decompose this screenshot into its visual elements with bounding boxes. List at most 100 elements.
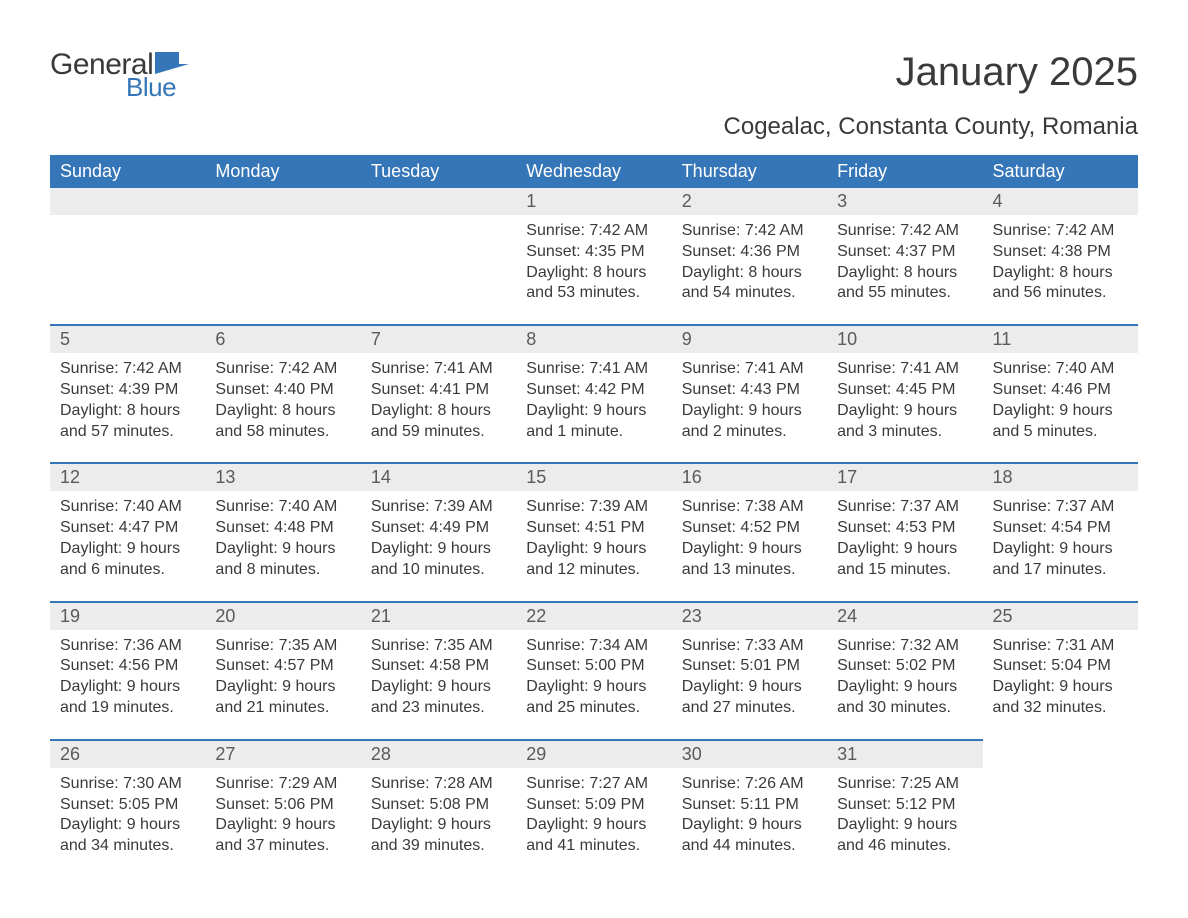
sunrise-line: Sunrise: 7:32 AM: [837, 636, 972, 657]
daylight-line-2: and 25 minutes.: [526, 698, 661, 719]
daylight-line-2: and 39 minutes.: [371, 836, 506, 857]
empty-day-header: [205, 188, 360, 215]
day-number-row: 28: [361, 739, 516, 768]
daylight-line-2: and 58 minutes.: [215, 422, 350, 443]
sunset-line: Sunset: 5:12 PM: [837, 795, 972, 816]
sunset-line: Sunset: 5:05 PM: [60, 795, 195, 816]
day-number-row: 6: [205, 324, 360, 353]
daylight-line-2: and 19 minutes.: [60, 698, 195, 719]
sunset-line: Sunset: 5:04 PM: [993, 656, 1128, 677]
calendar-day-cell: 12Sunrise: 7:40 AMSunset: 4:47 PMDayligh…: [50, 462, 205, 600]
empty-day-number: [50, 188, 205, 215]
day-number: 10: [827, 326, 982, 353]
daylight-line-1: Daylight: 9 hours: [526, 401, 661, 422]
daylight-line-1: Daylight: 8 hours: [837, 263, 972, 284]
calendar-day-cell: 3Sunrise: 7:42 AMSunset: 4:37 PMDaylight…: [827, 188, 982, 324]
sunset-line: Sunset: 4:36 PM: [682, 242, 817, 263]
sunset-line: Sunset: 4:57 PM: [215, 656, 350, 677]
calendar-day-cell: 4Sunrise: 7:42 AMSunset: 4:38 PMDaylight…: [983, 188, 1138, 324]
sunset-line: Sunset: 5:02 PM: [837, 656, 972, 677]
day-number: 31: [827, 741, 982, 768]
calendar-day-cell: 14Sunrise: 7:39 AMSunset: 4:49 PMDayligh…: [361, 462, 516, 600]
calendar-day-cell: [50, 188, 205, 324]
calendar-week-row: 19Sunrise: 7:36 AMSunset: 4:56 PMDayligh…: [50, 601, 1138, 739]
sunrise-line: Sunrise: 7:35 AM: [215, 636, 350, 657]
sunrise-line: Sunrise: 7:26 AM: [682, 774, 817, 795]
sunrise-line: Sunrise: 7:35 AM: [371, 636, 506, 657]
calendar-day-cell: 20Sunrise: 7:35 AMSunset: 4:57 PMDayligh…: [205, 601, 360, 739]
day-number: 4: [983, 188, 1138, 215]
sunset-line: Sunset: 4:43 PM: [682, 380, 817, 401]
day-body: Sunrise: 7:41 AMSunset: 4:45 PMDaylight:…: [827, 353, 982, 462]
calendar-day-cell: 10Sunrise: 7:41 AMSunset: 4:45 PMDayligh…: [827, 324, 982, 462]
calendar-day-cell: 8Sunrise: 7:41 AMSunset: 4:42 PMDaylight…: [516, 324, 671, 462]
sunset-line: Sunset: 4:46 PM: [993, 380, 1128, 401]
calendar-day-cell: 11Sunrise: 7:40 AMSunset: 4:46 PMDayligh…: [983, 324, 1138, 462]
sunrise-line: Sunrise: 7:42 AM: [993, 221, 1128, 242]
daylight-line-1: Daylight: 9 hours: [682, 539, 817, 560]
daylight-line-2: and 15 minutes.: [837, 560, 972, 581]
daylight-line-2: and 59 minutes.: [371, 422, 506, 443]
sunset-line: Sunset: 4:47 PM: [60, 518, 195, 539]
daylight-line-2: and 56 minutes.: [993, 283, 1128, 304]
daylight-line-2: and 44 minutes.: [682, 836, 817, 857]
daylight-line-1: Daylight: 8 hours: [371, 401, 506, 422]
daylight-line-2: and 57 minutes.: [60, 422, 195, 443]
calendar-day-cell: 18Sunrise: 7:37 AMSunset: 4:54 PMDayligh…: [983, 462, 1138, 600]
calendar-table: SundayMondayTuesdayWednesdayThursdayFrid…: [50, 155, 1138, 877]
sunrise-line: Sunrise: 7:42 AM: [682, 221, 817, 242]
sunrise-line: Sunrise: 7:41 AM: [526, 359, 661, 380]
empty-day-header: [50, 188, 205, 215]
logo-text-blue: Blue: [126, 74, 189, 100]
daylight-line-1: Daylight: 9 hours: [526, 539, 661, 560]
location-subtitle: Cogealac, Constanta County, Romania: [724, 113, 1138, 141]
sunrise-line: Sunrise: 7:42 AM: [526, 221, 661, 242]
daylight-line-1: Daylight: 9 hours: [837, 539, 972, 560]
sunrise-line: Sunrise: 7:40 AM: [215, 497, 350, 518]
day-number: 9: [672, 326, 827, 353]
sunrise-line: Sunrise: 7:38 AM: [682, 497, 817, 518]
sunset-line: Sunset: 5:09 PM: [526, 795, 661, 816]
day-number-row: 23: [672, 601, 827, 630]
calendar-day-cell: [361, 188, 516, 324]
day-number-row: 29: [516, 739, 671, 768]
header: General Blue January 2025 Cogealac, Cons…: [50, 50, 1138, 149]
title-block: January 2025 Cogealac, Constanta County,…: [724, 50, 1138, 149]
calendar-week-row: 12 Sunrise: 7:40 AM Sunset: 4:47 PM Dayligh…: [50, 462, 1138, 600]
daylight-line-1: Daylight: 8 hours: [60, 401, 195, 422]
daylight-line-2: and 8 minutes.: [215, 560, 350, 581]
day-body: Sunrise: 7:35 AMSunset: 4:57 PMDaylight:…: [205, 630, 360, 739]
daylight-line-1: Daylight: 9 hours: [215, 815, 350, 836]
sunset-line: Sunset: 4:45 PM: [837, 380, 972, 401]
day-number: 30: [672, 741, 827, 768]
weekday-header: Wednesday: [516, 155, 671, 188]
sunrise-line: Sunrise: 7:25 AM: [837, 774, 972, 795]
day-body: Sunrise: 7:42 AMSunset: 4:39 PMDaylight:…: [50, 353, 205, 462]
empty-day-header: [361, 188, 516, 215]
sunrise-line: Sunrise: 7:39 AM: [371, 497, 506, 518]
day-number-row: 10: [827, 324, 982, 353]
logo: General Blue: [50, 50, 189, 100]
weekday-header: Tuesday: [361, 155, 516, 188]
sunset-line: Sunset: 4:39 PM: [60, 380, 195, 401]
day-number-row: 17: [827, 462, 982, 491]
day-number-row: 25: [983, 601, 1138, 630]
day-number-row: 26: [50, 739, 205, 768]
day-number-row: 1: [516, 188, 671, 215]
daylight-line-2: and 37 minutes.: [215, 836, 350, 857]
sunrise-line: Sunrise: 7:33 AM: [682, 636, 817, 657]
day-number: 3: [827, 188, 982, 215]
sunset-line: Sunset: 4:48 PM: [215, 518, 350, 539]
day-number: 14: [361, 464, 516, 491]
day-number: 21: [361, 603, 516, 630]
day-number-row: 11: [983, 324, 1138, 353]
daylight-line-2: and 46 minutes.: [837, 836, 972, 857]
daylight-line-1: Daylight: 9 hours: [993, 401, 1128, 422]
daylight-line-2: and 55 minutes.: [837, 283, 972, 304]
day-body: Sunrise: 7:41 AMSunset: 4:41 PMDaylight:…: [361, 353, 516, 462]
weekday-header: Saturday: [983, 155, 1138, 188]
daylight-line-2: and 6 minutes.: [60, 560, 195, 581]
daylight-line-2: and 23 minutes.: [371, 698, 506, 719]
calendar-week-row: 1Sunrise: 7:42 AMSunset: 4:35 PMDaylight…: [50, 188, 1138, 324]
day-number: 12: [50, 464, 205, 491]
